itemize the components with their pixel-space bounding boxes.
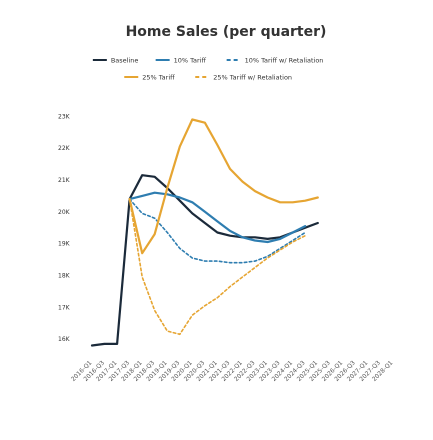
- y-tick-label: 19K: [58, 241, 71, 248]
- y-tick-label: 16K: [58, 336, 71, 343]
- legend-label-3: 25% Tariff: [142, 73, 175, 81]
- legend-label-4: 25% Tariff w/ Retaliation: [213, 73, 292, 81]
- chart-title: Home Sales (per quarter): [126, 24, 327, 40]
- series-lines: [90, 118, 319, 347]
- y-tick-label: 20K: [58, 209, 71, 216]
- series-line-1: [128, 191, 307, 244]
- y-tick-label: 18K: [58, 272, 71, 279]
- y-tick-label: 22K: [58, 145, 71, 152]
- series-line-4: [128, 198, 306, 336]
- legend-label-0: Baseline: [111, 56, 139, 64]
- series-line-2: [128, 198, 306, 264]
- legend-label-1: 10% Tariff: [174, 56, 207, 64]
- series-line-3: [128, 118, 319, 255]
- y-tick-label: 21K: [58, 177, 71, 184]
- legend: Baseline 10% Tariff 10% Tariff w/ Retaliat…: [92, 56, 324, 81]
- y-tick-label: 23K: [58, 113, 71, 120]
- y-tick-label: 17K: [58, 304, 71, 311]
- legend-label-2: 10% Tariff w/ Retaliation: [245, 56, 324, 64]
- y-axis: 16K 17K 18K 19K 20K 21K 22K 23K: [58, 113, 71, 343]
- x-axis: 2016-Q12016-Q32017-Q12017-Q32018-Q12018-…: [70, 359, 395, 383]
